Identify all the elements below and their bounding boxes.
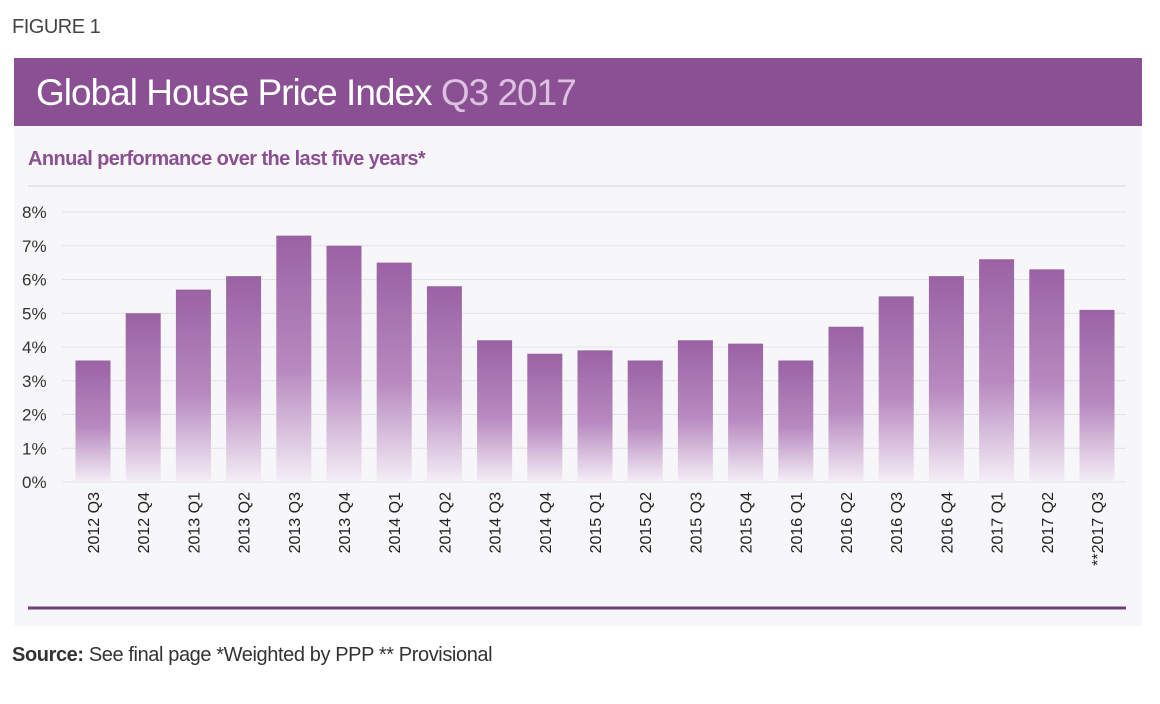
x-tick-label: **2017 Q3 <box>1090 492 1107 566</box>
bar <box>878 296 914 482</box>
bar <box>376 262 412 482</box>
x-tick-label: 2017 Q2 <box>1040 492 1057 553</box>
bar <box>778 360 814 482</box>
y-tick-label: 5% <box>22 304 47 323</box>
x-tick-label: 2013 Q1 <box>186 492 203 553</box>
x-tick-label: 2013 Q4 <box>337 492 354 553</box>
x-tick-label: 2012 Q3 <box>86 492 103 553</box>
y-tick-label: 6% <box>22 271 47 290</box>
bar <box>928 276 964 482</box>
bar <box>677 340 713 482</box>
y-tick-label: 8% <box>22 203 47 222</box>
figure-label: FIGURE 1 <box>12 16 101 38</box>
y-tick-label: 0% <box>22 473 47 492</box>
x-tick-label: 2014 Q2 <box>437 492 454 553</box>
bar <box>125 313 161 482</box>
bar <box>728 343 764 482</box>
x-tick-label: 2016 Q2 <box>839 492 856 553</box>
bar <box>426 286 462 482</box>
bar <box>1079 309 1115 482</box>
bar <box>577 350 613 482</box>
x-tick-label: 2015 Q3 <box>688 492 705 553</box>
title-banner: Global House Price Index Q3 2017 <box>14 58 1142 126</box>
source-note: Source: See final page *Weighted by PPP … <box>12 644 493 667</box>
x-tick-label: 2015 Q1 <box>588 492 605 553</box>
x-tick-label: 2015 Q2 <box>638 492 655 553</box>
chart-title-main: Global House Price Index <box>36 72 433 113</box>
y-tick-label: 1% <box>22 439 47 458</box>
x-tick-label: 2014 Q1 <box>387 492 404 553</box>
bar <box>326 245 362 482</box>
chart-title-suffix: Q3 2017 <box>440 72 577 113</box>
bar <box>477 340 513 482</box>
bar <box>1029 269 1065 482</box>
bar <box>828 326 864 482</box>
bar <box>527 353 563 482</box>
y-tick-label: 2% <box>22 406 47 425</box>
bar <box>276 235 312 482</box>
bar <box>75 360 111 482</box>
source-label: Source: <box>12 644 84 666</box>
chart-panel: Annual performance over the last five ye… <box>14 126 1142 626</box>
x-tick-label: 2016 Q4 <box>939 492 956 553</box>
x-tick-label: 2015 Q4 <box>739 492 756 553</box>
chart-title: Global House Price Index Q3 2017 <box>36 72 577 114</box>
chart-subtitle: Annual performance over the last five ye… <box>28 148 426 170</box>
y-tick-label: 7% <box>22 237 47 256</box>
y-tick-label: 4% <box>22 338 47 357</box>
x-tick-label: 2014 Q3 <box>488 492 505 553</box>
x-tick-label: 2012 Q4 <box>136 492 153 553</box>
x-tick-label: 2016 Q3 <box>889 492 906 553</box>
bar-chart: 0% 1% 2% 3% 4% 5% 6% 7% 8% 2012 Q3 2012 Q4 2013 Q1 2… <box>22 185 1126 610</box>
source-text: See final page *Weighted by PPP ** Provi… <box>88 644 493 666</box>
bar <box>175 289 211 482</box>
bar <box>226 276 262 482</box>
x-tick-label: 2013 Q2 <box>237 492 254 553</box>
bar <box>979 259 1015 482</box>
bar <box>627 360 663 482</box>
x-tick-label: 2016 Q1 <box>789 492 806 553</box>
y-tick-label: 3% <box>22 372 47 391</box>
x-tick-label: 2014 Q4 <box>538 492 555 553</box>
x-tick-label: 2017 Q1 <box>990 492 1007 553</box>
x-tick-label: 2013 Q3 <box>287 492 304 553</box>
